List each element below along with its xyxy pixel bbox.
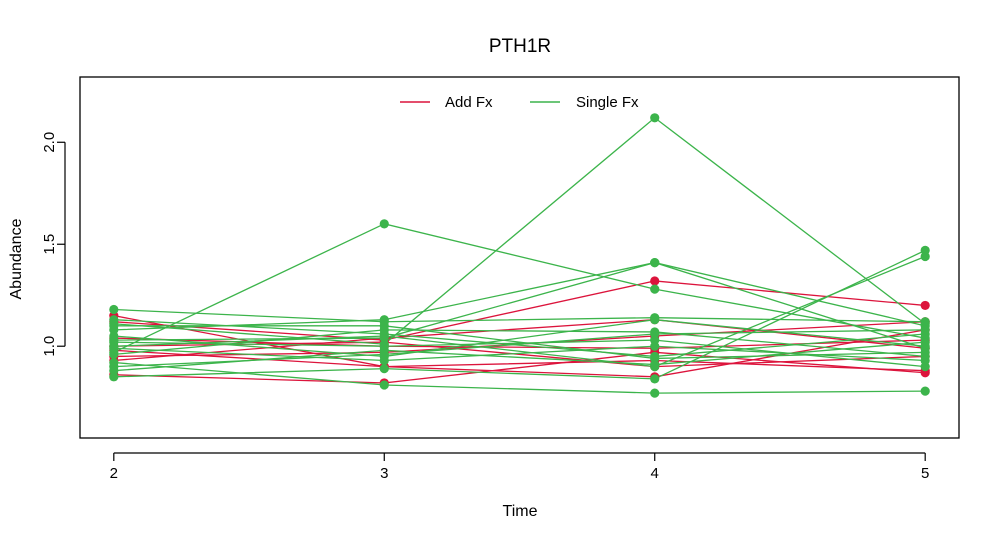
data-point — [920, 325, 930, 335]
data-point — [650, 276, 660, 286]
y-tick-label: 1.0 — [41, 336, 58, 357]
series-line — [113, 351, 926, 384]
data-point — [650, 388, 660, 398]
series-layer — [109, 113, 930, 398]
x-tick-label: 3 — [380, 465, 388, 482]
axes: 2 3 4 5 1.0 1.5 2.0 — [41, 132, 929, 482]
legend: Add Fx Single Fx — [400, 94, 639, 111]
data-point — [650, 341, 660, 351]
series-line — [113, 308, 926, 323]
data-point — [379, 364, 389, 374]
series-line — [113, 319, 926, 358]
data-point — [379, 349, 389, 359]
data-point — [650, 353, 660, 364]
series-line — [113, 223, 926, 353]
data-point — [109, 343, 119, 353]
x-tick-label: 2 — [110, 465, 118, 482]
data-point — [109, 331, 119, 341]
data-point — [109, 362, 119, 372]
data-point — [920, 386, 930, 396]
series-line — [113, 261, 926, 341]
series-line — [113, 261, 926, 349]
y-tick-label: 2.0 — [41, 132, 58, 153]
plot-frame — [79, 76, 960, 439]
data-point — [920, 300, 930, 311]
x-tick-label: 4 — [651, 465, 659, 482]
data-point — [650, 257, 660, 268]
data-point — [650, 284, 660, 294]
series-line — [113, 280, 926, 341]
x-axis-label: Time — [503, 503, 538, 520]
data-point — [109, 304, 119, 315]
data-point — [379, 380, 389, 390]
data-point — [920, 355, 930, 366]
data-point — [379, 329, 389, 339]
data-point — [650, 113, 660, 123]
series-line — [113, 349, 926, 372]
data-point — [920, 347, 930, 357]
series-line — [113, 249, 926, 380]
legend-label: Single Fx — [576, 94, 639, 111]
chart-title: PTH1R — [489, 36, 551, 57]
series-line — [113, 325, 926, 360]
data-point — [379, 321, 389, 331]
series-line — [113, 329, 926, 368]
data-point — [379, 219, 389, 229]
x-tick-label: 5 — [921, 465, 929, 482]
data-point — [920, 251, 930, 262]
data-point — [650, 315, 660, 325]
series-line — [113, 361, 926, 394]
data-point — [920, 337, 930, 347]
data-point — [109, 321, 119, 331]
data-point — [650, 374, 660, 384]
series-line — [113, 255, 926, 368]
series-line — [113, 319, 926, 362]
data-point — [650, 329, 660, 339]
series-line — [113, 329, 926, 358]
y-tick-label: 1.5 — [41, 234, 58, 255]
y-axis-label: Abundance — [8, 218, 25, 299]
series-line — [113, 319, 926, 358]
series-line — [113, 345, 926, 362]
series-line — [113, 116, 926, 345]
legend-label: Add Fx — [445, 94, 493, 111]
